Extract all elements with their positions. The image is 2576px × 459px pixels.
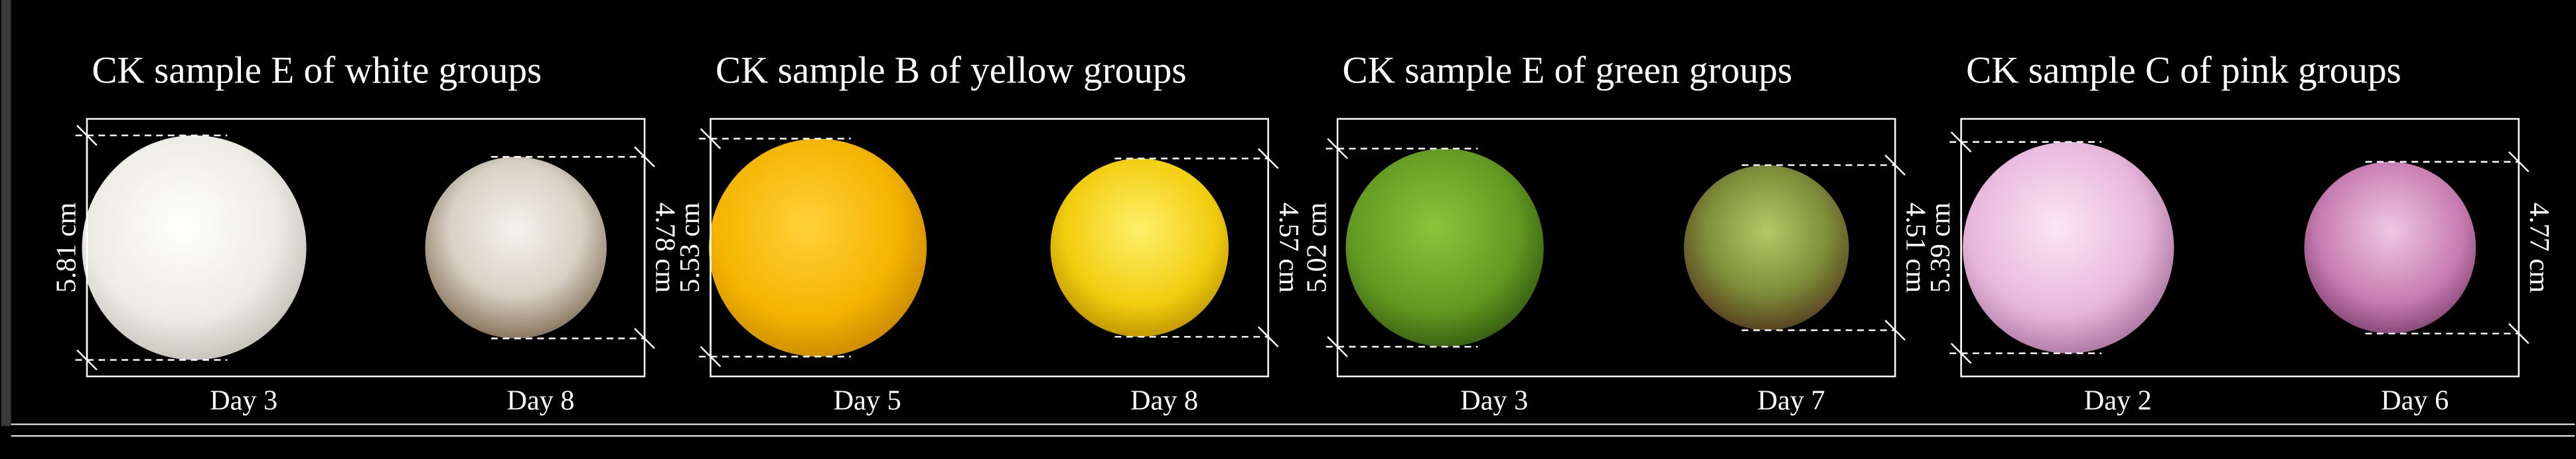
day-label: Day 7 <box>1758 385 1825 416</box>
day-label: Day 8 <box>1130 385 1198 416</box>
day-label: Day 3 <box>210 385 277 416</box>
size-label: 5.39 cm <box>1925 203 1956 293</box>
panel-title: CK sample B of yellow groups <box>716 49 1187 91</box>
day-label: Day 8 <box>506 385 574 416</box>
size-label: 4.57 cm <box>1273 203 1304 293</box>
flower <box>1050 158 1229 337</box>
size-label: 5.81 cm <box>51 203 82 293</box>
flower <box>2304 161 2476 334</box>
day-label: Day 3 <box>1460 385 1528 416</box>
day-label: Day 5 <box>834 385 901 416</box>
size-label: 5.53 cm <box>674 203 706 293</box>
flower <box>1345 148 1544 347</box>
day-label: Day 6 <box>2381 385 2449 416</box>
size-label: 5.02 cm <box>1302 203 1333 293</box>
flower <box>425 157 607 339</box>
flower <box>1963 141 2174 353</box>
size-label: 4.78 cm <box>650 203 681 293</box>
flower <box>709 138 927 357</box>
panel-title: CK sample E of green groups <box>1343 49 1793 91</box>
flower <box>1684 165 1849 331</box>
left-edge <box>1 0 11 426</box>
size-label: 4.77 cm <box>2524 203 2555 293</box>
panel-title: CK sample E of white groups <box>92 49 542 91</box>
day-label: Day 2 <box>2084 385 2152 416</box>
size-label: 4.51 cm <box>1900 203 1932 293</box>
flower <box>82 135 307 360</box>
panel-title: CK sample C of pink groups <box>1966 49 2401 91</box>
